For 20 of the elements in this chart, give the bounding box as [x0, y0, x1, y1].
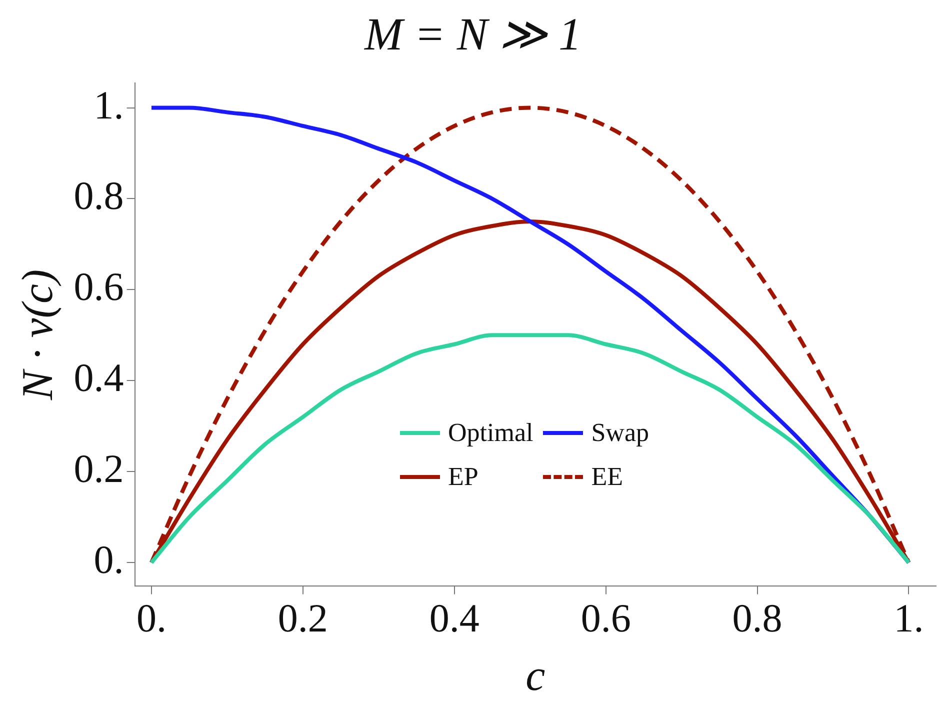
x-tick-label: 1. [894, 596, 924, 641]
y-tick-label: 0. [94, 537, 124, 582]
x-tick-label: 0.8 [732, 596, 782, 641]
y-tick-label: 0.4 [74, 355, 124, 400]
legend-label: EE [591, 462, 623, 492]
y-tick-label: 1. [94, 82, 124, 128]
y-tick-label: 0.8 [74, 173, 124, 218]
legend-label: EP [448, 462, 478, 492]
y-tick-label: 0.2 [74, 446, 124, 492]
chart-title: M = N ≫ 1 [363, 8, 582, 60]
x-tick-label: 0.6 [580, 596, 631, 641]
x-axis-title: c [526, 651, 546, 700]
y-tick-label: 0.6 [74, 264, 124, 310]
x-tick-label: 0.4 [429, 596, 480, 641]
line-series [149, 333, 911, 565]
legend-label: Swap [591, 418, 649, 448]
x-tick-label: 0. [136, 596, 166, 641]
x-tick-label: 0.2 [278, 596, 328, 641]
legend-label: Optimal [448, 418, 534, 448]
y-axis-title: N · v(c) [12, 269, 62, 402]
